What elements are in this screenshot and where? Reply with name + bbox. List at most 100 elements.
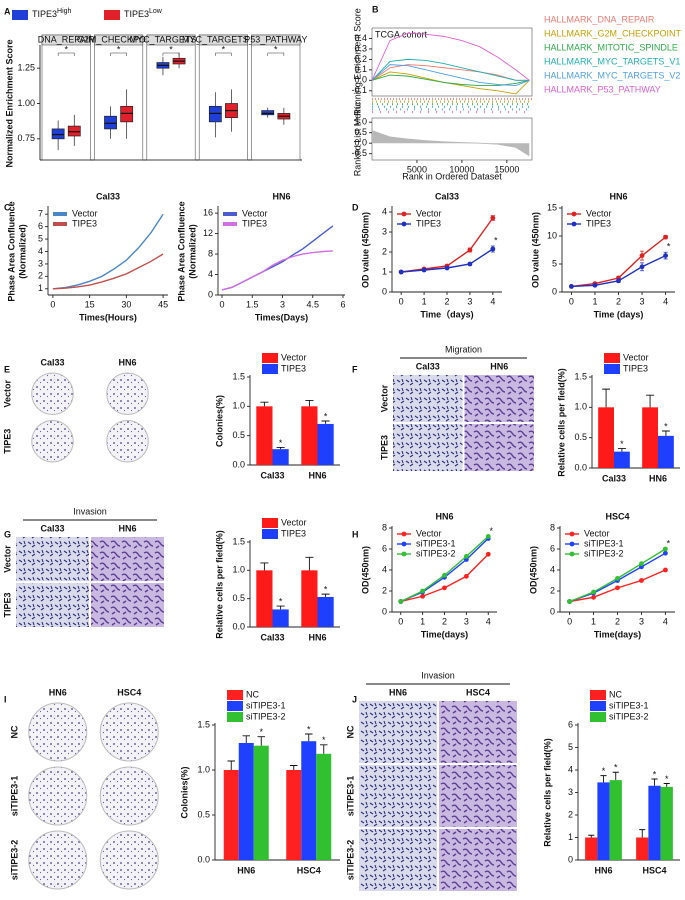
legend-swatch	[104, 10, 120, 20]
chart-title: TCGA cohort	[375, 29, 428, 39]
point	[663, 234, 668, 240]
error-bar	[321, 593, 330, 597]
y-tick-label: 0.0	[354, 138, 367, 148]
legend-swatch	[401, 551, 407, 557]
image-row-label: TIPE3	[2, 592, 12, 617]
line-series	[371, 74, 530, 86]
x-tick-label: 5000	[407, 164, 427, 174]
microscopy-image	[16, 537, 89, 581]
x-tick-label: 15	[85, 299, 95, 309]
image-column-label: HN6	[49, 687, 67, 697]
facet-strip	[41, 34, 91, 46]
image-row-label: siTIPE3-2	[9, 840, 19, 881]
legend-swatch	[227, 690, 243, 700]
legend-swatch	[604, 364, 620, 374]
x-tick-label: 4	[663, 616, 668, 626]
significance: *	[259, 727, 263, 737]
point	[442, 585, 447, 591]
legend-swatch	[569, 551, 575, 557]
y-axis-label: Relative cells per field(%)	[214, 530, 224, 639]
image-row-label: siTIPE3-2	[345, 840, 355, 881]
point	[463, 553, 469, 559]
significance: *	[222, 44, 226, 54]
facet-strip	[94, 34, 144, 46]
x-tick-label: 1	[591, 616, 596, 626]
line-series	[52, 253, 164, 290]
facet-strip	[198, 34, 248, 46]
x-tick-label: 2	[616, 296, 621, 306]
bar	[585, 837, 598, 860]
x-axis-label: Time(days)	[594, 629, 641, 639]
point	[420, 593, 426, 599]
microscopy-image	[439, 829, 517, 891]
y-tick-label: 5	[552, 258, 557, 268]
box	[120, 105, 134, 123]
x-tick-label: 1.5	[246, 299, 259, 309]
x-tick-label: HN6	[308, 632, 326, 642]
line-series	[371, 32, 530, 81]
y-axis-label: OD value (450nm)	[360, 212, 370, 288]
image-title: Invasion	[421, 670, 455, 680]
legend-label: HALLMARK_MYC_TARGETS_V1	[544, 56, 680, 66]
significance: *	[322, 735, 326, 745]
x-tick-label: 3	[639, 616, 644, 626]
colony-plate-image	[31, 420, 74, 463]
facet-strip	[251, 34, 301, 46]
bar	[660, 786, 673, 860]
microscopy-image	[359, 829, 437, 891]
error-bar	[646, 394, 655, 408]
y-tick-label: 12	[203, 228, 213, 238]
point	[616, 278, 621, 284]
bar	[272, 609, 289, 627]
chart-title: Cal33	[96, 191, 120, 201]
error-bar	[612, 771, 619, 781]
point	[591, 594, 596, 600]
microscopy-image	[91, 583, 164, 627]
significance-bracket	[57, 52, 75, 56]
panel-label: D	[352, 202, 359, 212]
y-tick-label: 8	[382, 522, 387, 532]
bar	[614, 451, 630, 468]
bar	[286, 770, 302, 860]
x-axis-label: Times(Hours)	[79, 312, 137, 322]
x-tick-label: HN6	[649, 473, 667, 483]
x-tick-label: 0	[567, 616, 572, 626]
x-tick-label: 0	[398, 616, 403, 626]
line-series	[221, 225, 334, 291]
point	[398, 599, 404, 604]
legend-swatch	[262, 353, 278, 363]
image-column-label: HSC4	[117, 687, 141, 697]
point	[615, 585, 620, 591]
image-column-label: HN6	[490, 361, 508, 371]
point	[420, 588, 426, 594]
point	[639, 264, 645, 270]
x-axis-label: Rank in Ordered Dataset	[402, 171, 502, 181]
significance: *	[653, 769, 657, 779]
significance: *	[64, 44, 68, 54]
microscopy-image	[393, 424, 463, 471]
legend-label: Vector	[586, 208, 612, 218]
chart-title: HN6	[609, 191, 627, 201]
significance: *	[667, 242, 671, 252]
bar	[598, 407, 614, 468]
error-bar	[305, 733, 313, 742]
legend-label: siTIPE3-1	[584, 538, 624, 548]
x-tick-label: 2	[615, 616, 620, 626]
y-tick-label: 0.5	[232, 593, 245, 603]
microscopy-image	[359, 701, 437, 763]
legend-label: TIPE3	[242, 218, 267, 228]
legend-label: Vector	[242, 208, 268, 218]
panel-label: H	[352, 529, 359, 539]
x-tick-label: 3	[464, 616, 469, 626]
legend-swatch	[571, 211, 577, 217]
point	[639, 253, 645, 258]
chart-title: HN6	[435, 511, 453, 521]
x-tick-label: HN6	[594, 865, 612, 875]
y-tick-label: 8	[550, 522, 555, 532]
y-axis-label: Ranked List Metric	[352, 101, 362, 176]
significance: *	[667, 538, 671, 548]
image-column-label: Cal33	[416, 361, 440, 371]
error-bar	[639, 829, 646, 838]
